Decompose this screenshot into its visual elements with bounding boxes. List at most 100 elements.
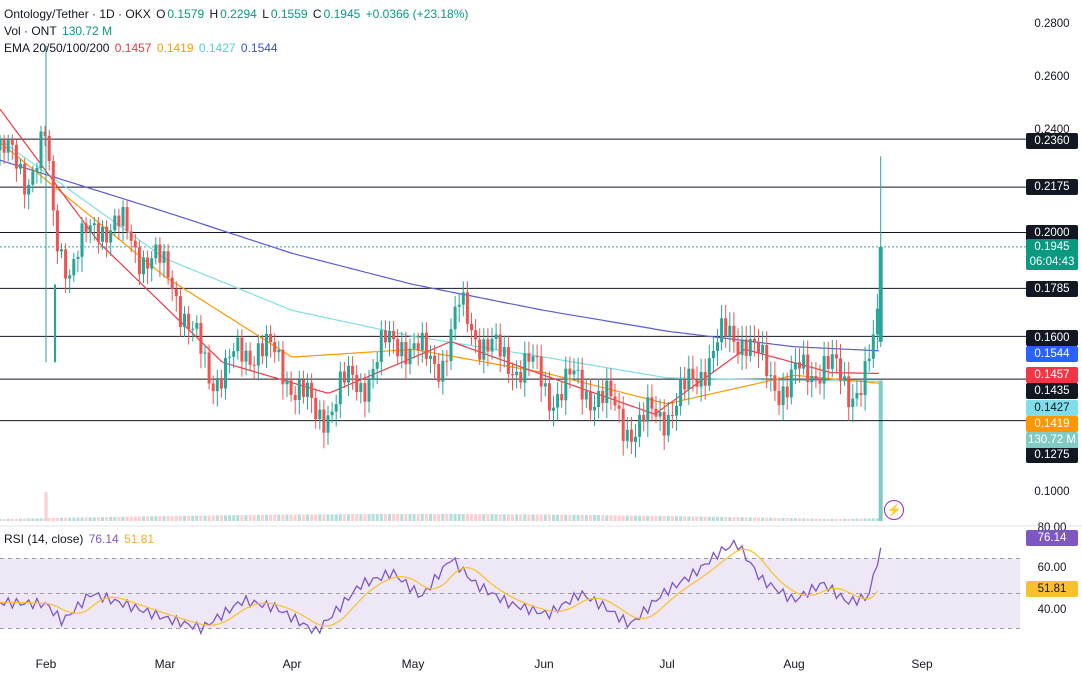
candle-body xyxy=(88,225,92,233)
volume-bar xyxy=(195,515,199,521)
rsi-legend[interactable]: RSI (14, close) 76.14 51.81 xyxy=(4,531,156,547)
candle-body xyxy=(560,394,564,401)
candle-body xyxy=(310,382,314,398)
candle-body xyxy=(806,354,810,383)
volume-bar xyxy=(2,518,6,521)
candle-body xyxy=(556,394,560,408)
ema-legend[interactable]: EMA 20/50/100/200 0.1457 0.1419 0.1427 0… xyxy=(4,40,280,56)
candle-body xyxy=(55,210,59,252)
current-price-badge[interactable]: 0.1945 xyxy=(1026,239,1078,255)
rsi-ma-badge: 51.81 xyxy=(1026,581,1078,597)
ema-label: EMA 20/50/100/200 xyxy=(4,41,110,55)
candle-body xyxy=(798,362,801,369)
ema100-value: 0.1427 xyxy=(198,41,236,55)
candle-body xyxy=(703,372,707,386)
open-label: O xyxy=(156,7,166,21)
volume-bar xyxy=(744,517,748,521)
volume-bar xyxy=(683,516,687,521)
candle-body xyxy=(273,342,277,353)
candle-body xyxy=(605,380,609,403)
volume-bar xyxy=(244,515,248,521)
volume-bar xyxy=(646,515,650,521)
level-label[interactable]: 0.2000 xyxy=(1026,225,1078,241)
price-tick: 0.1000 xyxy=(1034,486,1070,498)
rsi-pane xyxy=(0,539,1020,636)
candle-body xyxy=(752,338,756,343)
candle-body xyxy=(527,353,531,362)
candles xyxy=(0,45,883,458)
volume-bar xyxy=(806,518,810,521)
volume-bar xyxy=(408,514,412,521)
ema100-line xyxy=(0,139,879,382)
symbol-legend[interactable]: Ontology/Tether · 1D · OKX O 0.1579 H 0.22… xyxy=(4,6,470,22)
volume-bar xyxy=(810,518,814,521)
candle-body xyxy=(105,226,109,243)
volume-bar xyxy=(826,518,830,521)
volume-bar xyxy=(236,515,240,521)
volume-bar xyxy=(19,518,22,521)
volume-bar xyxy=(572,514,576,521)
volume-bar xyxy=(0,519,2,521)
level-label[interactable]: 0.1785 xyxy=(1026,281,1078,297)
volume-bar xyxy=(256,514,260,521)
volume-bar xyxy=(617,515,621,521)
volume-bar xyxy=(158,516,162,521)
candle-body xyxy=(646,397,650,422)
time-tick: Jul xyxy=(659,657,675,671)
volume-bar xyxy=(486,514,490,521)
volume-bar xyxy=(818,518,822,521)
volume-bar xyxy=(289,514,293,521)
candle-body xyxy=(35,168,39,172)
level-label[interactable]: 0.1435 xyxy=(1026,383,1078,399)
volume-bar xyxy=(113,516,117,521)
volume-bar xyxy=(601,515,605,521)
candle-body xyxy=(76,256,80,259)
candle-body xyxy=(699,372,703,387)
volume-bar xyxy=(400,514,404,521)
lightning-icon[interactable]: ⚡ xyxy=(884,500,904,520)
candle-body xyxy=(584,391,588,400)
volume-bar xyxy=(695,516,699,521)
volume-bar xyxy=(96,517,100,521)
volume-bar xyxy=(834,518,838,521)
volume-bar xyxy=(203,515,207,521)
volume-bar xyxy=(539,514,543,521)
candle-body xyxy=(424,332,428,359)
volume-bar xyxy=(416,514,420,521)
candle-body xyxy=(121,207,125,227)
volume-bar xyxy=(232,515,236,521)
volume-bar xyxy=(650,515,654,521)
candle-body xyxy=(92,223,96,226)
volume-bar xyxy=(281,514,285,521)
level-label[interactable]: 0.1275 xyxy=(1026,447,1078,463)
candle-body xyxy=(502,346,506,357)
volume-bar xyxy=(404,514,408,521)
volume-bar xyxy=(679,516,683,521)
volume-bar xyxy=(265,514,268,521)
volume-bar xyxy=(326,514,330,521)
candle-body xyxy=(707,358,711,386)
volume-bar xyxy=(625,515,629,521)
candle-body xyxy=(371,368,375,380)
level-label[interactable]: 0.2175 xyxy=(1026,179,1078,195)
volume-bar xyxy=(445,514,449,521)
volume-bar xyxy=(839,518,842,521)
rsi-badge: 76.14 xyxy=(1026,530,1078,546)
volume-bar xyxy=(658,515,662,521)
volume-bar xyxy=(14,518,18,521)
volume-bar xyxy=(515,514,519,521)
volume-bar xyxy=(260,514,264,521)
level-label[interactable]: 0.1600 xyxy=(1026,330,1078,346)
volume-bar xyxy=(51,518,55,521)
level-label[interactable]: 0.2360 xyxy=(1026,133,1078,149)
candle-body xyxy=(486,339,490,352)
candle-body xyxy=(375,361,379,369)
candle-body xyxy=(281,349,285,385)
candle-body xyxy=(711,350,715,359)
candle-body xyxy=(84,223,88,233)
volume-legend[interactable]: Vol · ONT 130.72 M xyxy=(4,23,114,39)
candle-body xyxy=(490,338,494,352)
candle-body xyxy=(224,357,227,389)
volume-histogram xyxy=(0,380,883,521)
